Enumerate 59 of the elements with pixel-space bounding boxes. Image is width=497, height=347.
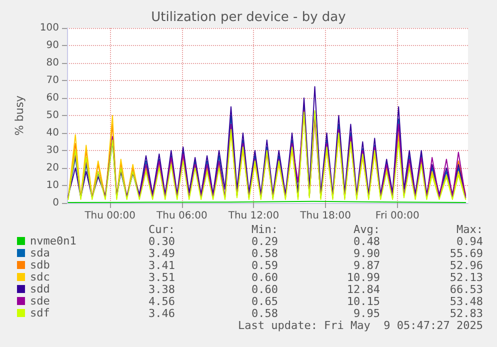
chart-title: Utilization per device - by day — [151, 10, 346, 25]
text: 52.13 — [450, 271, 484, 284]
text: 0.29 — [252, 235, 278, 248]
text: Last update: Fri May 9 05:47:27 2025 — [238, 319, 484, 332]
x-tick-label: Thu 00:00 — [84, 210, 136, 222]
text: Cur: — [148, 223, 176, 236]
y-tick-label: 50 — [46, 110, 59, 121]
text: 3.51 — [148, 271, 176, 284]
text: 0.59 — [252, 259, 278, 272]
legend-label: sda — [30, 246, 50, 260]
text: 3.46 — [148, 307, 176, 320]
text: 52.96 — [450, 259, 484, 272]
text: 0.65 — [252, 295, 278, 308]
text: 10.15 — [346, 295, 380, 308]
text: 0.58 — [252, 307, 278, 320]
text: 66.53 — [450, 283, 484, 296]
text: 3.49 — [148, 247, 176, 260]
legend-label: sde — [30, 294, 50, 308]
text: 9.90 — [354, 247, 380, 260]
text: 0.60 — [252, 283, 278, 296]
text: 0.58 — [252, 247, 278, 260]
x-tick-label: Fri 00:00 — [375, 210, 420, 222]
legend-label: nvme0n1 — [30, 234, 76, 248]
text: 0.48 — [354, 235, 380, 248]
text: 9.87 — [354, 259, 380, 272]
x-tick-label: Thu 18:00 — [299, 210, 351, 222]
y-tick-label: 70 — [46, 75, 59, 86]
legend-label: sdf — [30, 306, 50, 320]
y-tick-label: 10 — [46, 180, 59, 191]
text: 3.38 — [148, 283, 176, 296]
y-tick-label: 90 — [46, 40, 59, 51]
text: 9.95 — [354, 307, 380, 320]
text: 55.69 — [450, 247, 484, 260]
y-tick-label: 80 — [46, 58, 59, 68]
legend-label: sdc — [30, 270, 50, 284]
text: Avg: — [354, 223, 380, 236]
legend-label: sdd — [30, 282, 50, 296]
text: Min: — [252, 223, 278, 236]
y-tick-label: 60 — [46, 92, 59, 104]
text: 4.56 — [148, 295, 176, 308]
text: 10.99 — [346, 271, 380, 284]
y-tick-label: 100 — [40, 22, 59, 34]
legend-label: sdb — [30, 258, 50, 272]
y-tick-label: 30 — [46, 145, 59, 156]
text: 53.48 — [450, 295, 484, 308]
y-tick-label: 40 — [46, 128, 59, 138]
line-series — [68, 86, 466, 198]
x-tick-label: Thu 12:00 — [227, 210, 280, 222]
text: 3.41 — [148, 259, 176, 272]
text: 0.94 — [456, 235, 484, 248]
y-axis-title: % busy — [13, 94, 26, 136]
text: 52.83 — [450, 307, 484, 320]
text: 12.84 — [346, 283, 380, 296]
text: Max: — [456, 223, 484, 236]
text: 0.60 — [252, 271, 278, 284]
y-tick-label: 0 — [52, 198, 59, 208]
text: 0.30 — [148, 235, 176, 248]
y-tick-label: 20 — [46, 162, 59, 174]
x-tick-label: Thu 06:00 — [156, 210, 208, 222]
